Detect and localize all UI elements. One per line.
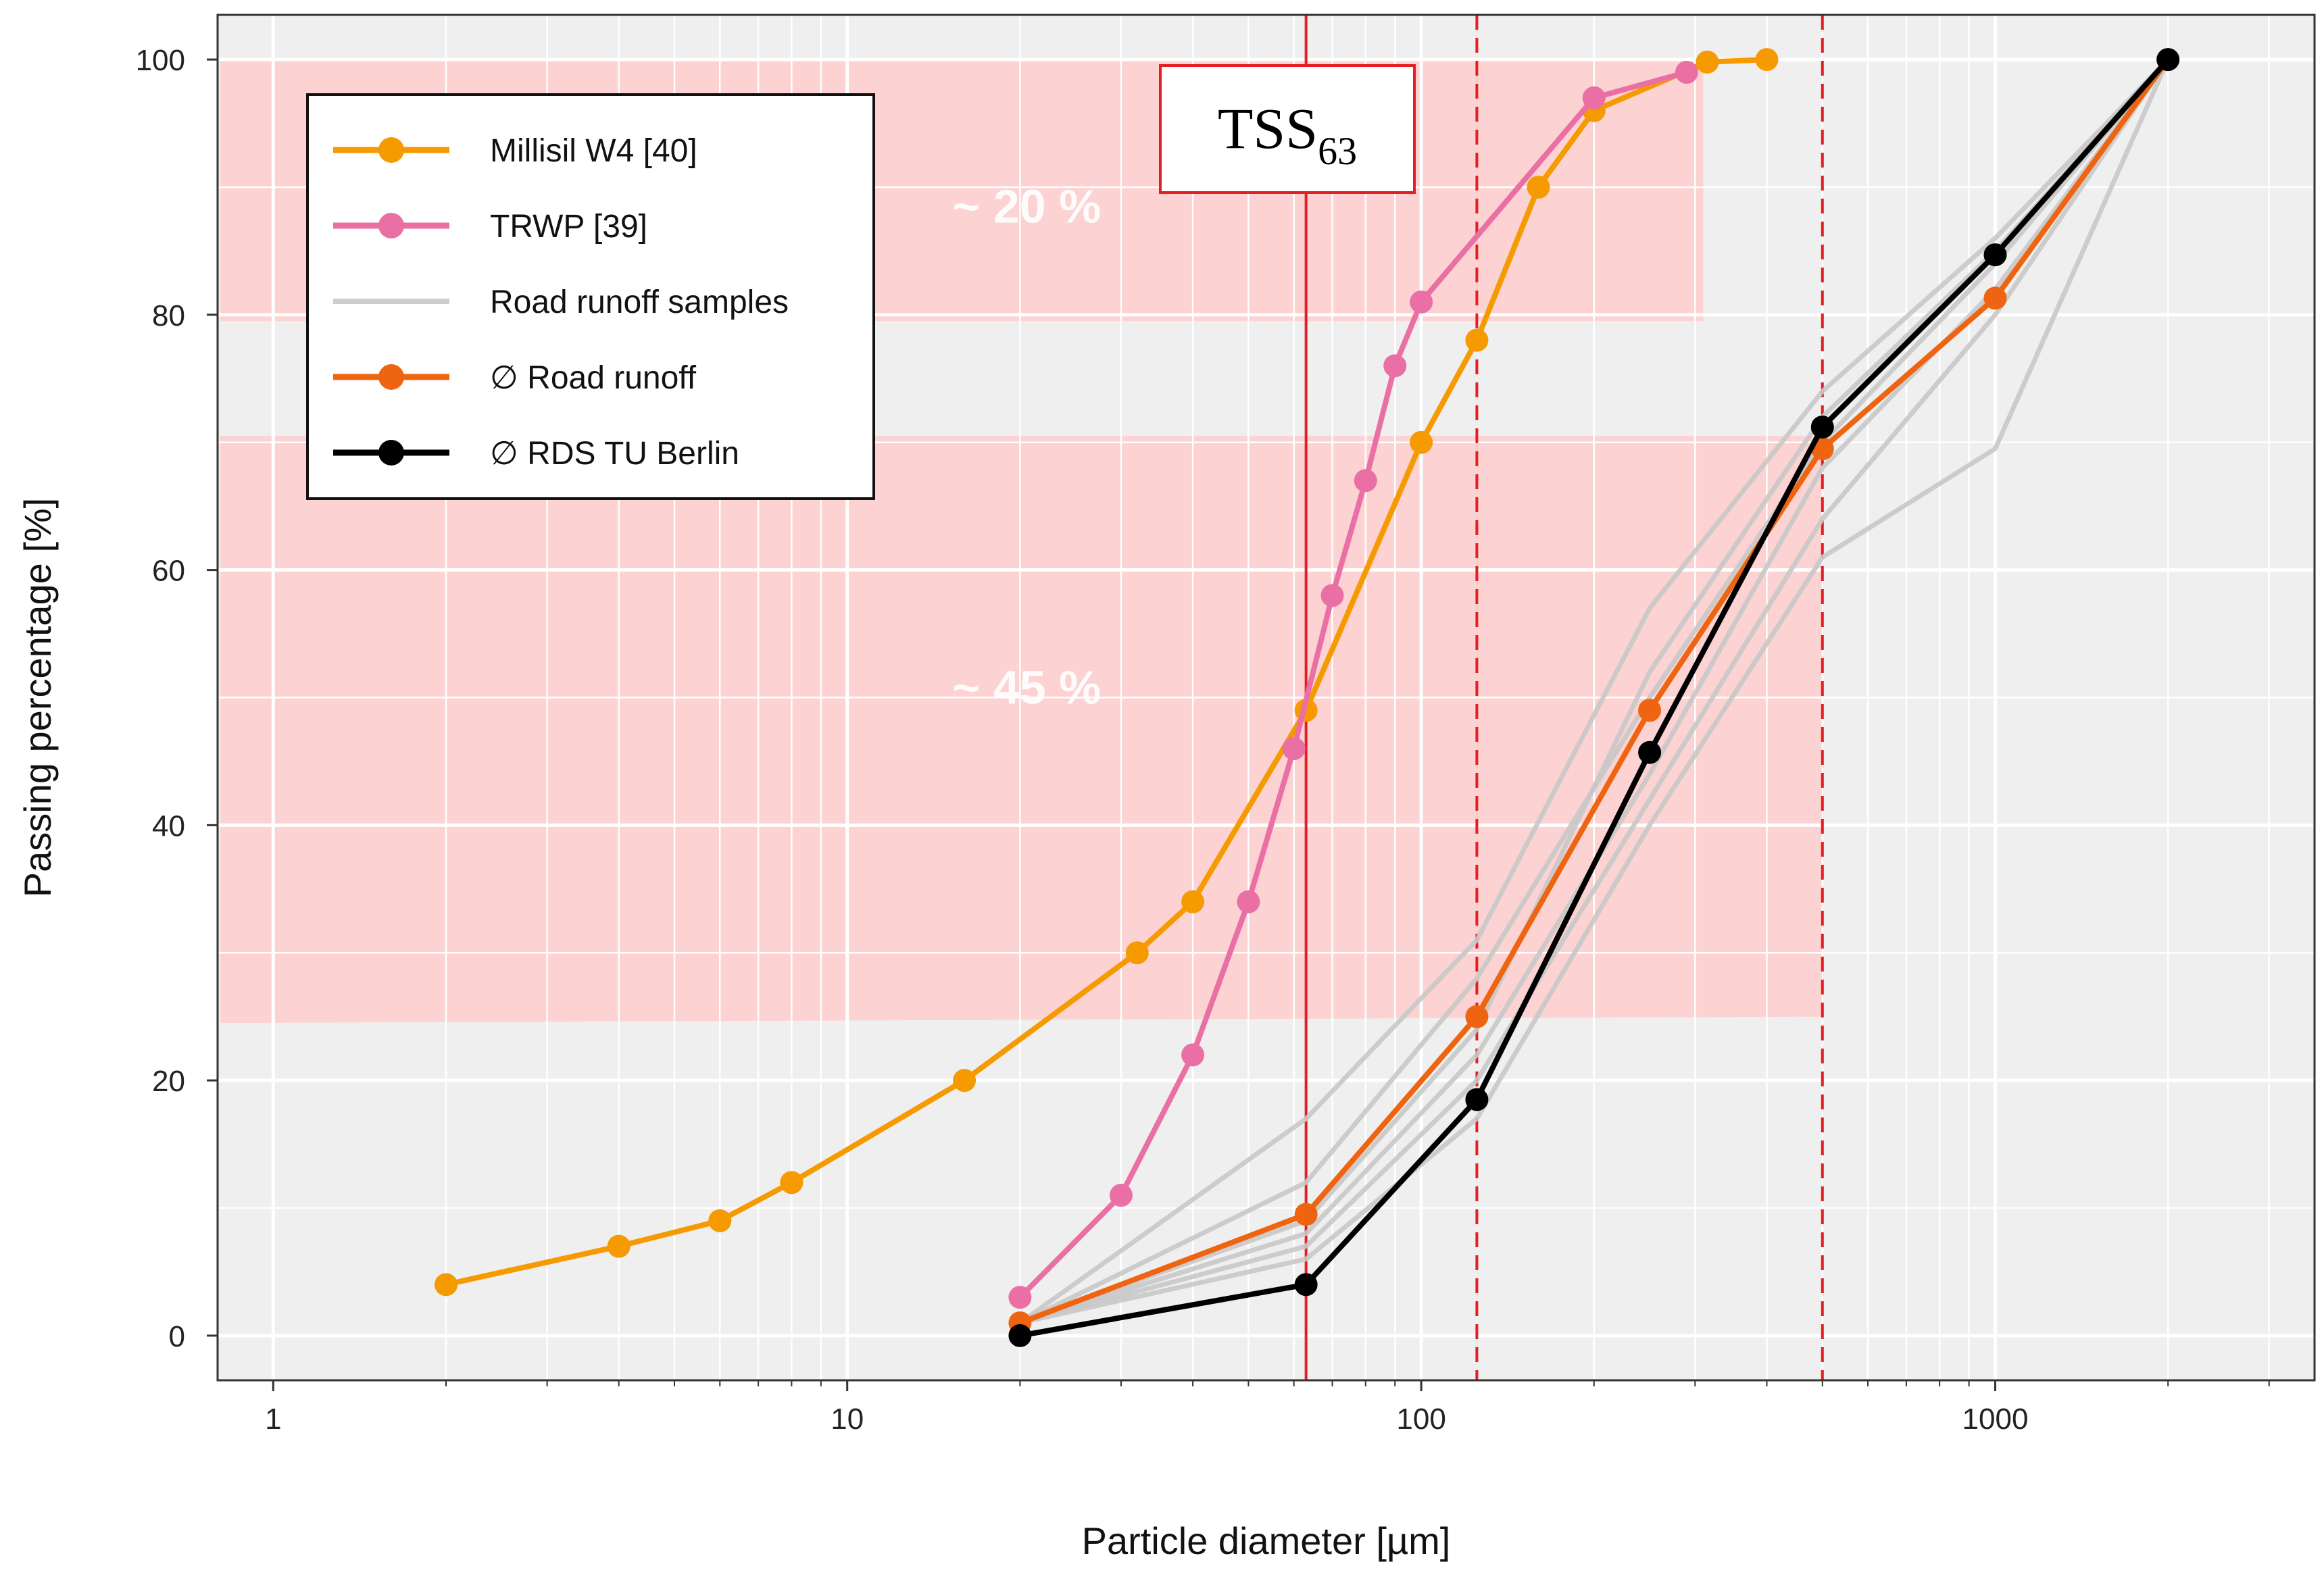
series-rds-tu-berlin bbox=[1008, 48, 2180, 1347]
y-tick-label: 20 bbox=[152, 1065, 185, 1098]
legend-label: ∅ Road runoff bbox=[490, 360, 697, 396]
point-millisil-w4-40 bbox=[1181, 890, 1205, 913]
y-tick-label: 0 bbox=[169, 1320, 185, 1353]
legend-item-rds-tu-berlin: ∅ RDS TU Berlin bbox=[333, 436, 739, 472]
shaded-band-2 bbox=[220, 436, 1823, 1024]
road-runoff-sample-line-1 bbox=[1018, 57, 2170, 1325]
y-axis-title: Passing percentage [%] bbox=[16, 498, 59, 897]
point-trwp-39 bbox=[1354, 469, 1377, 493]
point-trwp-39 bbox=[1109, 1184, 1133, 1207]
point-rds-tu-berlin bbox=[1983, 243, 2007, 267]
point-millisil-w4-40 bbox=[1125, 941, 1149, 965]
point-millisil-w4-40 bbox=[1410, 430, 1433, 454]
legend-item-road-runoff: ∅ Road runoff bbox=[333, 360, 697, 396]
point-millisil-w4-40 bbox=[780, 1171, 803, 1194]
legend-label: ∅ RDS TU Berlin bbox=[490, 436, 739, 472]
point-millisil-w4-40 bbox=[1527, 175, 1550, 199]
line-millisil-w4-40 bbox=[445, 57, 1767, 1288]
legend-box bbox=[306, 93, 875, 500]
legend-marker bbox=[378, 137, 404, 163]
point-trwp-39 bbox=[1237, 890, 1260, 913]
point-rds-tu-berlin bbox=[1810, 416, 1834, 439]
legend-label: Millisil W4 [40] bbox=[490, 133, 697, 169]
road-runoff-sample-line-5 bbox=[1019, 58, 2171, 1326]
point-millisil-w4-40 bbox=[1465, 328, 1489, 352]
y-tick-label: 100 bbox=[136, 44, 185, 77]
point-millisil-w4-40 bbox=[435, 1273, 458, 1297]
band-label-2: ~ 45 % bbox=[952, 661, 1101, 713]
point-trwp-39 bbox=[1383, 354, 1407, 378]
x-tick-label: 10 bbox=[831, 1403, 864, 1436]
legend-marker bbox=[378, 213, 404, 238]
point-trwp-39 bbox=[1320, 584, 1344, 607]
legend-item-trwp-39: TRWP [39] bbox=[333, 209, 647, 245]
point-trwp-39 bbox=[1181, 1043, 1205, 1067]
tss63-annotation-box bbox=[1159, 64, 1416, 194]
x-tick-label: 1000 bbox=[1962, 1403, 2029, 1436]
point-road-runoff bbox=[1638, 699, 1662, 722]
legend-label: Road runoff samples bbox=[490, 284, 789, 320]
y-tick-label: 60 bbox=[152, 555, 185, 588]
series-millisil-w4-40 bbox=[435, 48, 1779, 1297]
legend-item-millisil-w4-40: Millisil W4 [40] bbox=[333, 133, 697, 169]
legend-label: TRWP [39] bbox=[490, 209, 647, 245]
tss63-annotation-label: TSS63 bbox=[1218, 96, 1357, 173]
point-millisil-w4-40 bbox=[953, 1069, 976, 1092]
y-tick-label: 40 bbox=[152, 809, 185, 842]
point-rds-tu-berlin bbox=[1294, 1273, 1318, 1297]
tss-main-text: TSS bbox=[1218, 96, 1318, 161]
point-road-runoff bbox=[1983, 286, 2007, 310]
point-trwp-39 bbox=[1410, 290, 1433, 313]
point-millisil-w4-40 bbox=[607, 1234, 631, 1258]
x-axis-title: Particle diameter [µm] bbox=[1082, 1519, 1451, 1562]
legend-marker bbox=[378, 364, 404, 390]
y-tick-label: 80 bbox=[152, 299, 185, 332]
band-label-1: ~ 20 % bbox=[952, 180, 1101, 232]
plot-frame bbox=[216, 14, 2316, 1382]
point-trwp-39 bbox=[1282, 737, 1306, 761]
road-runoff-sample-line-4 bbox=[1019, 58, 2171, 1326]
series-trwp-39 bbox=[1008, 60, 1698, 1309]
point-trwp-39 bbox=[1675, 60, 1698, 84]
point-trwp-39 bbox=[1582, 86, 1606, 109]
point-rds-tu-berlin bbox=[1638, 740, 1662, 764]
tss-subscript-text: 63 bbox=[1318, 129, 1357, 173]
point-trwp-39 bbox=[1008, 1286, 1032, 1309]
point-rds-tu-berlin bbox=[2156, 48, 2180, 72]
point-rds-tu-berlin bbox=[1008, 1324, 1032, 1347]
point-road-runoff bbox=[1465, 1005, 1489, 1028]
x-tick-label: 100 bbox=[1396, 1403, 1445, 1436]
point-millisil-w4-40 bbox=[1755, 48, 1779, 72]
x-tick-label: 1 bbox=[265, 1403, 281, 1436]
point-rds-tu-berlin bbox=[1465, 1088, 1489, 1111]
point-millisil-w4-40 bbox=[708, 1209, 732, 1232]
point-millisil-w4-40 bbox=[1696, 50, 1719, 74]
point-road-runoff bbox=[1294, 1203, 1318, 1226]
legend-item-road-runoff-samples: Road runoff samples bbox=[333, 284, 789, 320]
legend-marker bbox=[378, 440, 404, 466]
